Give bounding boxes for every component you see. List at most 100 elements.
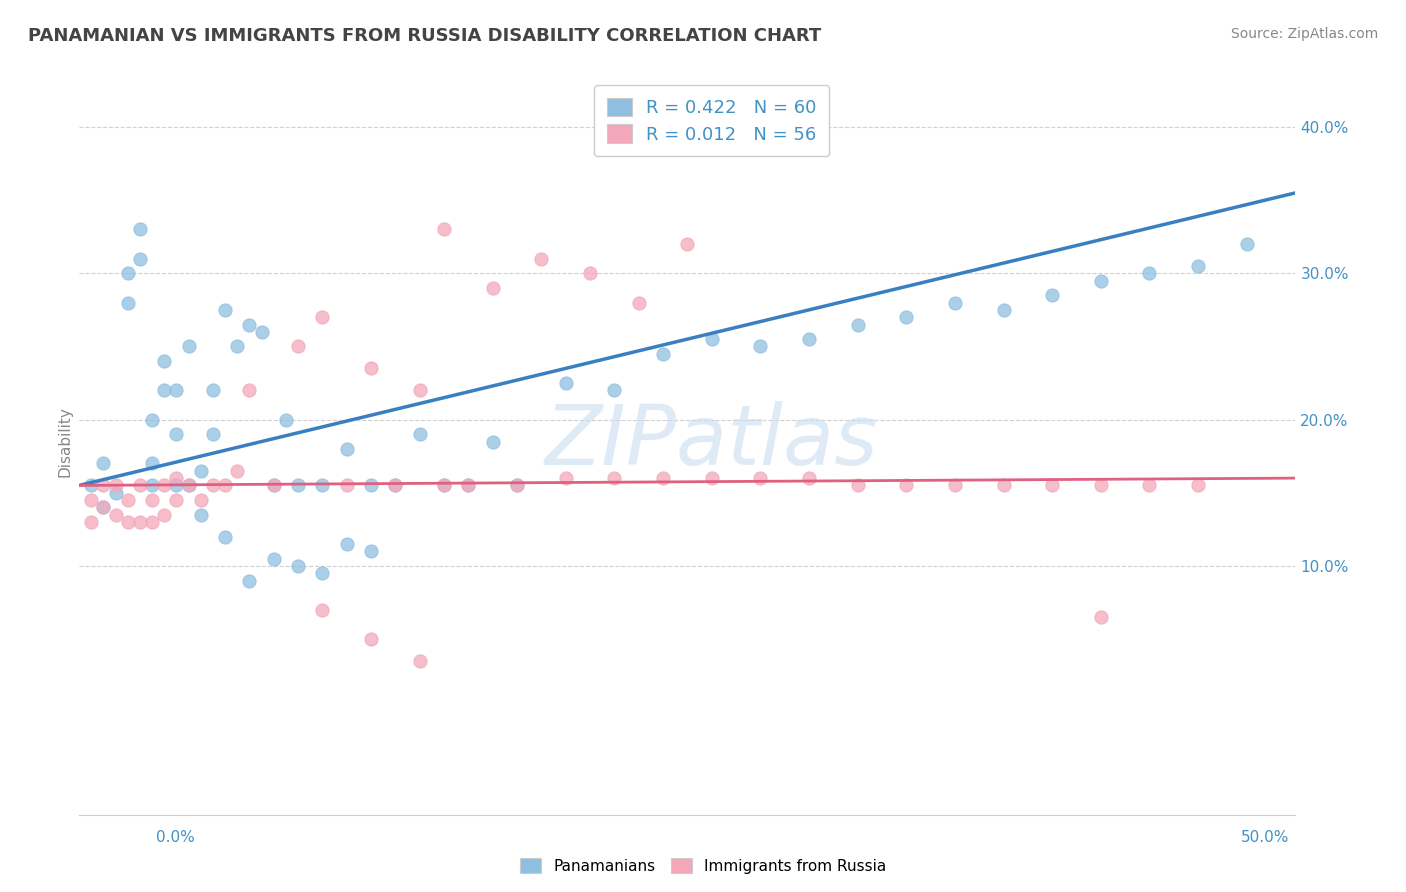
Point bbox=[603, 384, 626, 398]
Point bbox=[676, 237, 699, 252]
Y-axis label: Disability: Disability bbox=[58, 406, 72, 477]
Point bbox=[409, 654, 432, 668]
Point bbox=[481, 281, 503, 295]
Point bbox=[177, 478, 200, 492]
Point bbox=[117, 493, 139, 508]
Point bbox=[141, 478, 163, 492]
Point bbox=[652, 471, 675, 485]
Point bbox=[1090, 610, 1112, 624]
Point bbox=[360, 478, 382, 492]
Point bbox=[165, 478, 187, 492]
Point bbox=[1139, 266, 1161, 280]
Point bbox=[238, 384, 260, 398]
Point bbox=[238, 574, 260, 588]
Point bbox=[360, 544, 382, 558]
Point bbox=[700, 471, 723, 485]
Point bbox=[104, 508, 127, 522]
Point bbox=[311, 310, 333, 325]
Point bbox=[263, 478, 285, 492]
Point bbox=[943, 295, 966, 310]
Point bbox=[433, 478, 456, 492]
Point bbox=[129, 222, 152, 236]
Point bbox=[700, 332, 723, 346]
Point bbox=[481, 434, 503, 449]
Point bbox=[177, 339, 200, 353]
Point bbox=[336, 478, 359, 492]
Point bbox=[214, 302, 236, 317]
Point bbox=[896, 478, 918, 492]
Point bbox=[433, 478, 456, 492]
Point bbox=[226, 464, 249, 478]
Point bbox=[214, 478, 236, 492]
Point bbox=[165, 493, 187, 508]
Point bbox=[93, 500, 115, 515]
Point bbox=[749, 339, 772, 353]
Point bbox=[287, 339, 309, 353]
Point bbox=[287, 478, 309, 492]
Point bbox=[554, 376, 576, 390]
Point bbox=[896, 310, 918, 325]
Point bbox=[80, 515, 103, 529]
Text: 0.0%: 0.0% bbox=[156, 830, 195, 845]
Point bbox=[1040, 478, 1063, 492]
Point bbox=[603, 471, 626, 485]
Point bbox=[80, 478, 103, 492]
Point bbox=[360, 361, 382, 376]
Legend: R = 0.422   N = 60, R = 0.012   N = 56: R = 0.422 N = 60, R = 0.012 N = 56 bbox=[593, 85, 830, 156]
Point bbox=[214, 530, 236, 544]
Point bbox=[141, 412, 163, 426]
Point bbox=[993, 302, 1015, 317]
Point bbox=[238, 318, 260, 332]
Point bbox=[141, 457, 163, 471]
Point bbox=[336, 442, 359, 456]
Point bbox=[530, 252, 553, 266]
Point bbox=[201, 427, 224, 442]
Point bbox=[797, 332, 820, 346]
Point bbox=[993, 478, 1015, 492]
Point bbox=[201, 478, 224, 492]
Point bbox=[554, 471, 576, 485]
Point bbox=[250, 325, 273, 339]
Point bbox=[141, 493, 163, 508]
Point bbox=[190, 508, 212, 522]
Point bbox=[797, 471, 820, 485]
Point bbox=[409, 427, 432, 442]
Point bbox=[506, 478, 529, 492]
Point bbox=[336, 537, 359, 551]
Point bbox=[274, 412, 297, 426]
Point bbox=[1040, 288, 1063, 302]
Point bbox=[263, 551, 285, 566]
Point bbox=[1187, 259, 1209, 273]
Point bbox=[93, 478, 115, 492]
Point bbox=[117, 515, 139, 529]
Point bbox=[1090, 478, 1112, 492]
Point bbox=[80, 493, 103, 508]
Point bbox=[93, 457, 115, 471]
Point bbox=[153, 354, 176, 368]
Point bbox=[104, 485, 127, 500]
Point bbox=[165, 471, 187, 485]
Legend: Panamanians, Immigrants from Russia: Panamanians, Immigrants from Russia bbox=[513, 852, 893, 880]
Point bbox=[433, 222, 456, 236]
Point bbox=[263, 478, 285, 492]
Point bbox=[165, 427, 187, 442]
Point bbox=[846, 318, 869, 332]
Point bbox=[311, 566, 333, 581]
Point bbox=[579, 266, 602, 280]
Text: PANAMANIAN VS IMMIGRANTS FROM RUSSIA DISABILITY CORRELATION CHART: PANAMANIAN VS IMMIGRANTS FROM RUSSIA DIS… bbox=[28, 27, 821, 45]
Point bbox=[311, 603, 333, 617]
Point bbox=[104, 478, 127, 492]
Point bbox=[311, 478, 333, 492]
Point bbox=[1139, 478, 1161, 492]
Point bbox=[129, 478, 152, 492]
Point bbox=[153, 508, 176, 522]
Point bbox=[153, 384, 176, 398]
Point bbox=[360, 632, 382, 646]
Point bbox=[384, 478, 406, 492]
Point bbox=[457, 478, 479, 492]
Point bbox=[141, 515, 163, 529]
Point bbox=[846, 478, 869, 492]
Point bbox=[129, 252, 152, 266]
Point bbox=[93, 500, 115, 515]
Point bbox=[943, 478, 966, 492]
